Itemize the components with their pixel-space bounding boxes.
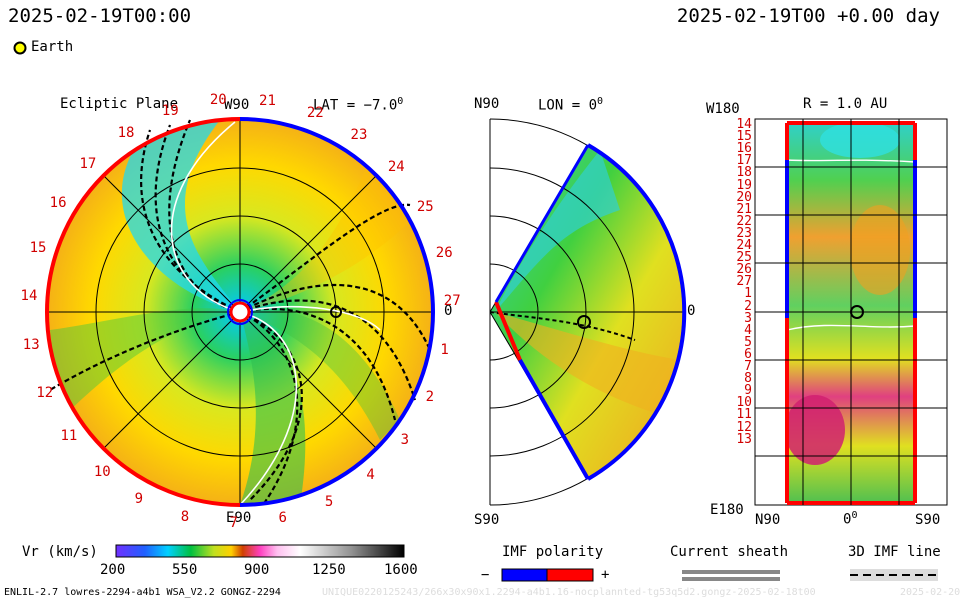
radial-row-label: 5 (744, 334, 752, 350)
radial-x-0: 00 (843, 510, 858, 528)
radial-row-label: 2 (744, 298, 752, 314)
ecliptic-lat: LAT = −7.00 (313, 96, 404, 114)
datetime-right: 2025-02-19T00 +0.00 day (676, 5, 940, 27)
carrington-tick: 9 (134, 491, 144, 508)
radial-row-label: 8 (744, 371, 752, 387)
carrington-tick: 20 (209, 92, 227, 109)
3d-imf-line-label: 3D IMF line (848, 544, 941, 560)
carrington-tick: 27 (443, 293, 461, 310)
carrington-tick: 13 (22, 337, 40, 354)
imf-negative-swatch (501, 568, 548, 582)
radial-x-n90: N90 (755, 512, 781, 528)
carrington-tick: 26 (435, 244, 453, 261)
ecliptic-bottom-label: E90 (226, 510, 252, 526)
meridional-bottom-label: S90 (474, 512, 500, 528)
radial-row-label: 4 (744, 322, 752, 338)
radial-title: R = 1.0 AU (803, 96, 888, 112)
carrington-tick: 17 (79, 155, 97, 172)
imf-plus: + (601, 567, 610, 583)
ecliptic-title: Ecliptic Plane (60, 96, 179, 112)
imf-minus: − (481, 567, 490, 583)
meridional-top-label: N90 (474, 96, 500, 112)
ecliptic-plot (45, 117, 435, 507)
carrington-tick: 2 (425, 389, 435, 406)
radial-row-label: 26 (736, 262, 752, 278)
imf-positive-swatch (546, 568, 594, 582)
carrington-tick: 16 (49, 194, 67, 211)
radial-row-label: 10 (736, 395, 752, 411)
carrington-tick: 22 (306, 104, 324, 121)
carrington-tick: 6 (278, 509, 287, 526)
ecliptic-top-label: W90 (224, 97, 250, 113)
radial-row-label: 14 (736, 117, 752, 132)
cb-tick-550: 550 (172, 562, 198, 578)
meridional-lon: LON = 00 (538, 96, 604, 114)
radial-row-label: 6 (744, 346, 752, 362)
earth-legend-icon (13, 41, 27, 55)
radial-row-label: 22 (736, 213, 752, 229)
cb-tick-200: 200 (100, 562, 126, 578)
carrington-tick: 8 (180, 508, 190, 525)
carrington-tick: 10 (93, 463, 111, 480)
radial-plot (754, 118, 948, 506)
cb-tick-900: 900 (244, 562, 270, 578)
current-sheath-swatch (682, 570, 780, 581)
ecliptic-right-label: 0 (444, 303, 453, 319)
carrington-tick: 23 (350, 127, 368, 144)
current-sheath-label: Current sheath (670, 544, 789, 560)
radial-row-label: 24 (736, 238, 752, 253)
meridional-plot (489, 118, 687, 506)
radial-top-left-label: W180 (706, 101, 740, 117)
radial-row-label: 9 (744, 383, 752, 399)
carrington-tick: 15 (29, 239, 47, 256)
cb-tick-1250: 1250 (312, 562, 346, 578)
radial-row-label: 25 (736, 250, 752, 266)
vr-label: Vr (km/s) (22, 544, 98, 560)
radial-x-s90: S90 (915, 512, 941, 528)
carrington-tick: 1 (440, 342, 449, 359)
radial-row-label: 3 (744, 310, 752, 326)
carrington-tick: 12 (36, 384, 54, 401)
carrington-tick: 21 (259, 92, 276, 109)
meridional-right-label: 0 (687, 303, 696, 319)
carrington-tick: 14 (20, 288, 38, 305)
radial-row-label: 20 (736, 189, 752, 205)
cb-tick-1600: 1600 (384, 562, 418, 578)
carrington-tick: 5 (324, 493, 334, 510)
footer-date: 2025-02-20 (900, 587, 960, 598)
imf-polarity-label: IMF polarity (502, 544, 604, 560)
radial-row-label: 27 (736, 274, 752, 290)
radial-row-label: 16 (736, 141, 752, 157)
3d-imf-line-swatch (850, 569, 938, 581)
radial-row-label: 17 (736, 153, 752, 169)
datetime-left: 2025-02-19T00:00 (8, 5, 192, 27)
earth-legend-label: Earth (31, 39, 74, 55)
radial-row-label: 19 (736, 177, 752, 193)
radial-row-label: 11 (736, 407, 752, 423)
carrington-tick: 11 (60, 427, 78, 444)
radial-row-label: 21 (736, 201, 752, 217)
radial-bottom-left-label: E180 (710, 502, 744, 518)
earth-marker (330, 306, 342, 318)
vr-colorbar (115, 544, 405, 558)
carrington-tick: 7 (229, 514, 238, 531)
radial-row-label: 12 (736, 419, 752, 435)
radial-row-label: 7 (744, 359, 752, 374)
carrington-tick: 18 (117, 124, 135, 141)
radial-row-label: 18 (736, 165, 752, 181)
run-id: UNIQUE0220125243/266x30x90x1.2294-a4b1.1… (322, 587, 816, 598)
radial-row-label: 15 (736, 129, 752, 145)
radial-row-label: 23 (736, 225, 752, 241)
carrington-tick: 24 (387, 159, 405, 176)
carrington-tick: 19 (161, 102, 179, 119)
carrington-tick: 3 (400, 431, 409, 448)
radial-row-label: 13 (736, 431, 752, 447)
carrington-tick: 4 (366, 466, 375, 483)
radial-row-label: 1 (744, 286, 752, 302)
carrington-tick: 25 (416, 199, 434, 216)
model-info: ENLIL-2.7 lowres-2294-a4b1 WSA_V2.2 GONG… (4, 587, 281, 598)
